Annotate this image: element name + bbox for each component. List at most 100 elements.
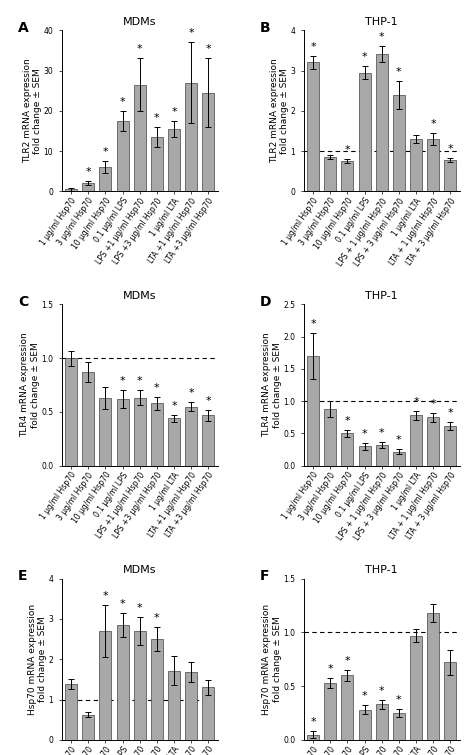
Bar — [427, 139, 439, 192]
Text: *: * — [188, 28, 194, 39]
Text: *: * — [120, 377, 125, 387]
Bar — [65, 190, 77, 192]
Bar — [202, 93, 214, 192]
Text: A: A — [18, 20, 28, 35]
Text: *: * — [206, 45, 211, 54]
Text: *: * — [430, 399, 436, 408]
Bar — [117, 399, 128, 466]
Bar — [151, 403, 163, 466]
Title: THP-1: THP-1 — [365, 17, 398, 26]
Bar — [341, 676, 354, 740]
Bar — [151, 639, 163, 740]
Text: *: * — [102, 147, 108, 157]
Bar — [427, 418, 439, 466]
Text: *: * — [447, 144, 453, 154]
Bar — [82, 715, 94, 740]
Bar — [410, 415, 422, 466]
Bar — [376, 54, 388, 192]
Text: *: * — [137, 45, 143, 54]
Title: MDMs: MDMs — [123, 291, 156, 300]
Bar — [100, 631, 111, 740]
Text: *: * — [154, 613, 160, 623]
Bar — [185, 82, 197, 192]
Text: *: * — [206, 396, 211, 405]
Bar — [202, 415, 214, 466]
Bar — [324, 683, 336, 740]
Text: *: * — [413, 397, 419, 407]
Text: *: * — [447, 408, 453, 418]
Bar — [393, 713, 405, 740]
Bar — [151, 137, 163, 192]
Title: THP-1: THP-1 — [365, 565, 398, 575]
Bar — [358, 72, 371, 192]
Text: *: * — [188, 388, 194, 398]
Text: *: * — [137, 603, 143, 613]
Bar — [65, 358, 77, 466]
Y-axis label: Hsp70 mRNA expression
fold change ± SEM: Hsp70 mRNA expression fold change ± SEM — [27, 604, 47, 715]
Bar — [100, 168, 111, 192]
Text: *: * — [102, 590, 108, 601]
Bar — [393, 94, 405, 192]
Bar — [324, 409, 336, 466]
Text: B: B — [260, 20, 271, 35]
Text: *: * — [362, 692, 367, 701]
Bar — [376, 445, 388, 466]
Y-axis label: TLR4 mRNA expression
fold change ± SEM: TLR4 mRNA expression fold change ± SEM — [20, 333, 40, 437]
Text: *: * — [379, 686, 384, 696]
Bar — [65, 684, 77, 740]
Text: *: * — [362, 429, 367, 439]
Bar — [307, 735, 319, 740]
Text: *: * — [345, 145, 350, 156]
Text: *: * — [396, 435, 401, 445]
Text: C: C — [18, 294, 28, 309]
Text: *: * — [379, 32, 384, 42]
Text: *: * — [396, 66, 401, 76]
Bar — [444, 662, 456, 740]
Bar — [324, 157, 336, 192]
Bar — [444, 426, 456, 466]
Text: *: * — [328, 664, 333, 673]
Text: *: * — [379, 428, 384, 438]
Text: *: * — [154, 383, 160, 393]
Text: *: * — [310, 319, 316, 329]
Bar — [410, 139, 422, 192]
Bar — [410, 636, 422, 740]
Title: THP-1: THP-1 — [365, 291, 398, 300]
Bar — [82, 183, 94, 192]
Bar — [117, 121, 128, 192]
Bar — [185, 672, 197, 740]
Bar — [82, 372, 94, 466]
Bar — [341, 162, 354, 192]
Bar — [117, 625, 128, 740]
Title: MDMs: MDMs — [123, 565, 156, 575]
Y-axis label: Hsp70 mRNA expression
fold change ± SEM: Hsp70 mRNA expression fold change ± SEM — [263, 604, 282, 715]
Text: E: E — [18, 569, 27, 583]
Text: *: * — [137, 377, 143, 387]
Bar — [341, 433, 354, 466]
Bar — [307, 63, 319, 192]
Y-axis label: TLR2 mRNA expression
fold change ± SEM: TLR2 mRNA expression fold change ± SEM — [270, 58, 289, 163]
Bar — [134, 398, 146, 466]
Text: *: * — [345, 415, 350, 426]
Text: *: * — [120, 599, 125, 609]
Bar — [100, 398, 111, 466]
Bar — [134, 85, 146, 192]
Bar — [358, 710, 371, 740]
Bar — [168, 418, 180, 466]
Bar — [376, 704, 388, 740]
Text: *: * — [120, 97, 125, 106]
Text: *: * — [362, 52, 367, 63]
Text: *: * — [171, 401, 177, 411]
Text: *: * — [396, 695, 401, 704]
Text: *: * — [310, 717, 316, 727]
Bar — [168, 129, 180, 192]
Text: *: * — [310, 42, 316, 52]
Bar — [358, 446, 371, 466]
Bar — [427, 613, 439, 740]
Bar — [168, 670, 180, 740]
Text: *: * — [430, 119, 436, 129]
Bar — [393, 451, 405, 466]
Text: *: * — [154, 113, 160, 123]
Text: *: * — [85, 167, 91, 177]
Bar — [134, 631, 146, 740]
